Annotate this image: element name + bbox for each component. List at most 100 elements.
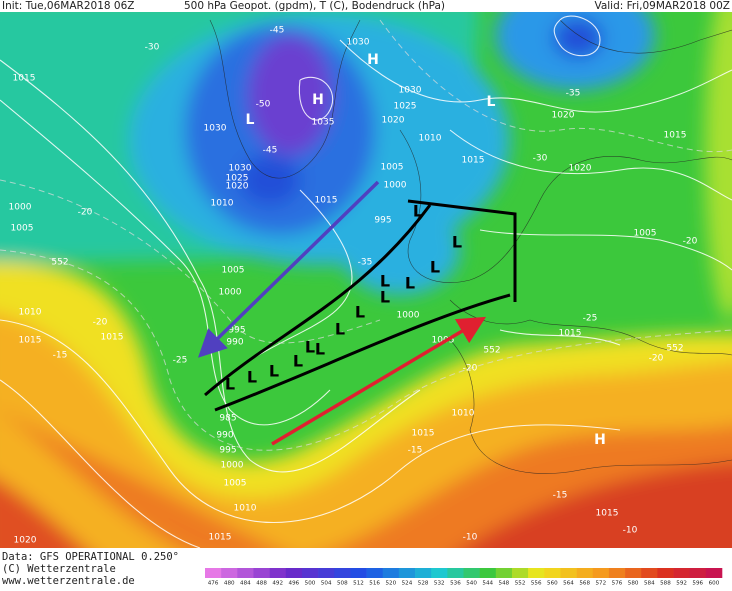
contour-label: 995 xyxy=(374,216,391,226)
contour-label: -30 xyxy=(145,43,160,53)
scale-swatch xyxy=(592,568,610,578)
contour-label: -45 xyxy=(263,146,278,156)
contour-label: 1025 xyxy=(226,174,249,184)
scale-label: 500 xyxy=(305,581,316,587)
annotations xyxy=(197,180,517,446)
trough-marker: L xyxy=(380,272,390,291)
trough-marker: L xyxy=(430,258,440,277)
scale-label: 580 xyxy=(628,581,639,587)
contour-label: 1020 xyxy=(552,111,575,121)
scale-swatch xyxy=(334,568,351,578)
pressure-center: L xyxy=(487,94,496,110)
scale-swatch xyxy=(625,568,642,578)
contour-label: 1015 xyxy=(101,333,124,343)
scale-label: 588 xyxy=(660,581,671,587)
trough-line xyxy=(204,204,432,397)
contour-label: 1000 xyxy=(397,311,420,321)
contour-label: -30 xyxy=(533,154,548,164)
trough-marker: L xyxy=(293,352,303,371)
contour-label: -20 xyxy=(93,318,108,328)
scale-label: 596 xyxy=(692,581,703,587)
trough-marker: L xyxy=(380,288,390,307)
copyright: (C) Wetterzentrale xyxy=(2,563,116,575)
contour-label: 985 xyxy=(219,414,236,424)
contour-label: 1000 xyxy=(9,203,32,213)
contour-label: -45 xyxy=(270,26,285,36)
contour-label: 552 xyxy=(666,344,683,354)
contour-label: -20 xyxy=(78,208,93,218)
contour-label: 1015 xyxy=(19,336,42,346)
contour-label: -25 xyxy=(173,356,188,366)
trough-marker: L xyxy=(355,303,365,322)
contour-label: -15 xyxy=(553,491,568,501)
scale-swatch xyxy=(689,568,707,578)
contour-label: -10 xyxy=(463,533,478,543)
contour-label: -35 xyxy=(566,89,581,99)
contour-label: 1025 xyxy=(394,102,417,112)
scale-label: 504 xyxy=(321,581,332,587)
scale-label: 584 xyxy=(644,581,655,587)
scale-label: 492 xyxy=(272,581,283,587)
scale-swatch xyxy=(463,568,480,578)
scale-swatch xyxy=(366,568,384,578)
pressure-center: H xyxy=(312,92,324,108)
contour-label: 1030 xyxy=(204,124,227,134)
contour-label: 1000 xyxy=(221,461,244,471)
contour-label: 1005 xyxy=(381,163,404,173)
scale-swatch xyxy=(318,568,335,578)
contour-label: 1015 xyxy=(664,131,687,141)
contour-label: -10 xyxy=(623,526,638,536)
contour-label: 1010 xyxy=(211,199,234,209)
scale-label: 564 xyxy=(563,581,574,587)
scale-label: 592 xyxy=(676,581,687,587)
trough-marker: L xyxy=(413,202,423,221)
scale-swatch xyxy=(657,568,674,578)
color-scale: 476 480 484 488 492 496 500 504 508 512 516 520 524 5… xyxy=(205,568,723,587)
scale-swatch xyxy=(237,568,254,578)
scale-swatch xyxy=(511,568,529,578)
contour-label: 1015 xyxy=(412,429,435,439)
contour-label: 995 xyxy=(219,446,236,456)
contour-label: 1005 xyxy=(222,266,245,276)
arrow-blue xyxy=(197,180,380,358)
scale-swatch xyxy=(528,568,545,578)
pressure-center: H xyxy=(594,432,606,448)
scale-label: 572 xyxy=(595,581,606,587)
trough-line xyxy=(214,293,511,412)
contour-label: 1015 xyxy=(209,533,232,543)
contour-label: -35 xyxy=(358,258,373,268)
contour-label: 1005 xyxy=(11,224,34,234)
scale-label: 496 xyxy=(289,581,300,587)
contour-label: 1000 xyxy=(219,288,242,298)
contour-label: -20 xyxy=(463,364,478,374)
scale-swatch xyxy=(560,568,577,578)
contour-label: 1015 xyxy=(315,196,338,206)
contour-label: -15 xyxy=(53,351,68,361)
trough-marker: L xyxy=(305,338,315,357)
scale-label: 480 xyxy=(224,581,235,587)
scale-label: 512 xyxy=(353,581,364,587)
map-title: 500 hPa Geopot. (gpdm), T (C), Bodendruc… xyxy=(184,0,445,12)
scale-swatch xyxy=(608,568,626,578)
contour-label: 1010 xyxy=(419,134,442,144)
scale-label: 576 xyxy=(612,581,623,587)
contour-label: 1015 xyxy=(559,329,582,339)
contour-label: -25 xyxy=(583,314,598,324)
trough-marker: L xyxy=(335,320,345,339)
scale-swatch xyxy=(479,568,497,578)
scale-swatch xyxy=(301,568,319,578)
trough-marker: L xyxy=(315,340,325,359)
scale-label: 476 xyxy=(208,581,219,587)
scale-label: 524 xyxy=(402,581,413,587)
scale-label: 520 xyxy=(385,581,396,587)
trough-marker: L xyxy=(269,362,279,381)
contour-label: 1035 xyxy=(312,118,335,128)
data-source: Data: GFS OPERATIONAL 0.250° xyxy=(2,551,179,563)
contour-label: 1030 xyxy=(347,38,370,48)
contour-label: 1010 xyxy=(19,308,42,318)
trough-marker: L xyxy=(225,375,235,394)
scale-label: 552 xyxy=(515,581,526,587)
